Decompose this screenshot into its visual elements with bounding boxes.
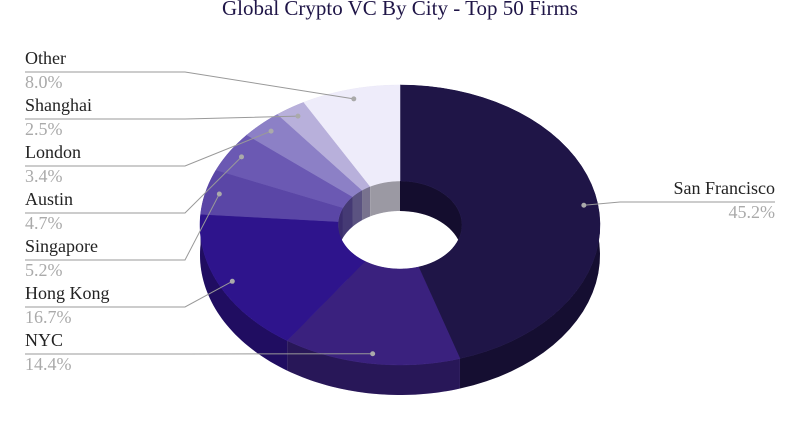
slice-inner-wall xyxy=(342,196,353,238)
leader-dot xyxy=(239,154,245,160)
value-label: 2.5% xyxy=(25,119,63,139)
value-label: 8.0% xyxy=(25,72,63,92)
category-label: Other xyxy=(25,48,66,68)
slice-side xyxy=(200,214,288,371)
slice-shade xyxy=(362,186,371,221)
leader-line xyxy=(583,201,775,206)
slice-side xyxy=(287,340,460,395)
value-label: 16.7% xyxy=(25,307,72,327)
slice-shade xyxy=(200,214,288,371)
value-label: 14.4% xyxy=(25,354,72,374)
slice xyxy=(303,84,401,187)
slice-shade xyxy=(342,196,353,238)
slice-inner-wall xyxy=(370,181,400,217)
leader-line xyxy=(25,130,272,167)
category-label: Shanghai xyxy=(25,95,92,115)
value-label: 5.2% xyxy=(25,260,63,280)
leader-line xyxy=(25,115,298,120)
slice-shade xyxy=(370,181,400,217)
value-label: 3.4% xyxy=(25,166,63,186)
category-label: London xyxy=(25,142,81,162)
chart-title: Global Crypto VC By City - Top 50 Firms xyxy=(222,0,578,20)
leader-dot xyxy=(216,191,222,197)
slice-inner-wall xyxy=(362,186,371,221)
slice-shade xyxy=(287,340,460,395)
leader-dot xyxy=(351,96,357,102)
category-label: Austin xyxy=(25,189,73,209)
leader-dot xyxy=(370,351,376,357)
value-label: 45.2% xyxy=(729,202,776,222)
slice-shade xyxy=(352,190,363,227)
leader-dot xyxy=(229,278,235,284)
category-label: Hong Kong xyxy=(25,283,110,303)
leader-dot xyxy=(581,202,587,208)
category-label: Singapore xyxy=(25,236,98,256)
leader-dot xyxy=(295,113,301,119)
leader-line xyxy=(25,71,354,100)
category-label: NYC xyxy=(25,330,63,350)
slice-inner-wall xyxy=(352,190,363,227)
leader-line xyxy=(25,156,242,214)
leader-dot xyxy=(268,128,274,134)
leader-line xyxy=(25,280,233,308)
category-label: San Francisco xyxy=(674,178,775,198)
leader-line xyxy=(25,193,220,261)
value-label: 4.7% xyxy=(25,213,63,233)
